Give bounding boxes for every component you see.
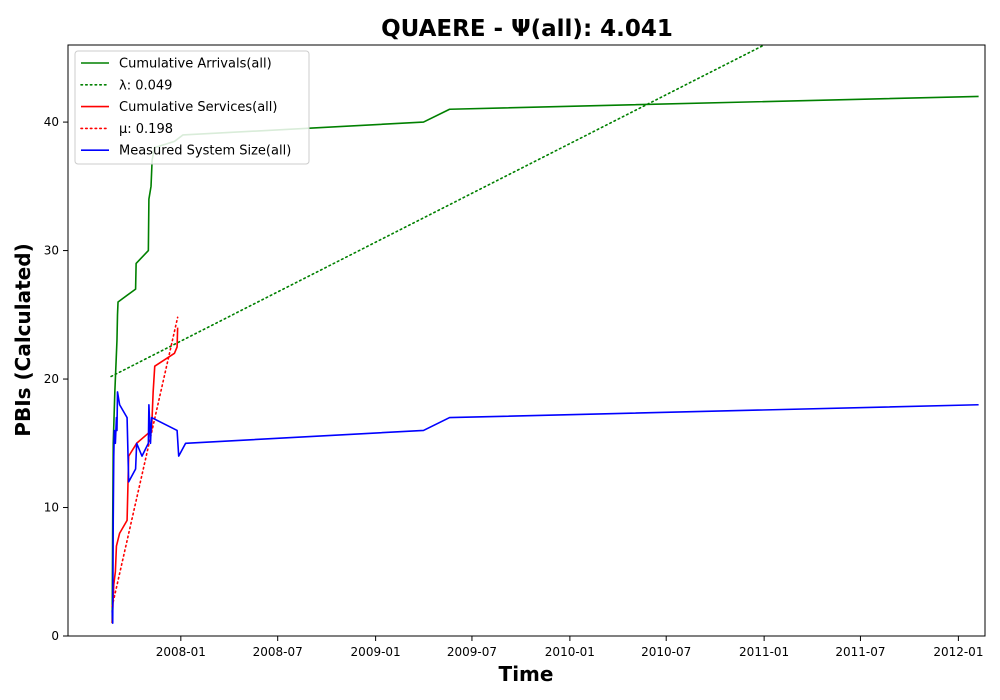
y-tick-label: 10 xyxy=(44,501,59,515)
x-tick-label: 2010-01 xyxy=(545,645,595,659)
legend-box xyxy=(74,50,310,165)
y-tick-label: 30 xyxy=(44,244,59,258)
x-tick-label: 2012-01 xyxy=(933,645,983,659)
x-tick-label: 2010-07 xyxy=(641,645,691,659)
x-tick-label: 2008-01 xyxy=(156,645,206,659)
y-tick-label: 40 xyxy=(44,115,59,129)
y-tick-label: 20 xyxy=(44,372,59,386)
x-tick-label: 2009-01 xyxy=(351,645,401,659)
x-axis-label: Time xyxy=(499,662,554,686)
series-line-4 xyxy=(111,391,979,624)
legend: Cumulative Arrivals(all) λ: 0.049 Cumulati… xyxy=(74,50,310,165)
x-tick-label: 2008-07 xyxy=(253,645,303,659)
legend-label-3: μ: 0.198 xyxy=(119,122,173,137)
x-tick-label: 2011-07 xyxy=(835,645,885,659)
legend-label-4: Measured System Size(all) xyxy=(119,144,291,159)
x-tick-label: 2009-07 xyxy=(447,645,497,659)
chart-title: QUAERE - Ψ(all): 4.041 xyxy=(381,16,673,42)
legend-label-2: Cumulative Services(all) xyxy=(119,100,277,115)
legend-label-0: Cumulative Arrivals(all) xyxy=(119,57,272,72)
x-axis: 2008-01 2008-07 2009-01 2009-07 2010-01 2010-… xyxy=(156,636,983,659)
x-tick-label: 2011-01 xyxy=(739,645,789,659)
plot-frame xyxy=(67,44,986,637)
y-axis-label: PBIs (Calculated) xyxy=(11,243,35,436)
legend-label-1: λ: 0.049 xyxy=(119,78,172,93)
series-line-1 xyxy=(110,45,765,378)
y-axis: 0 10 20 30 40 xyxy=(44,115,68,643)
y-tick-label: 0 xyxy=(51,629,59,643)
